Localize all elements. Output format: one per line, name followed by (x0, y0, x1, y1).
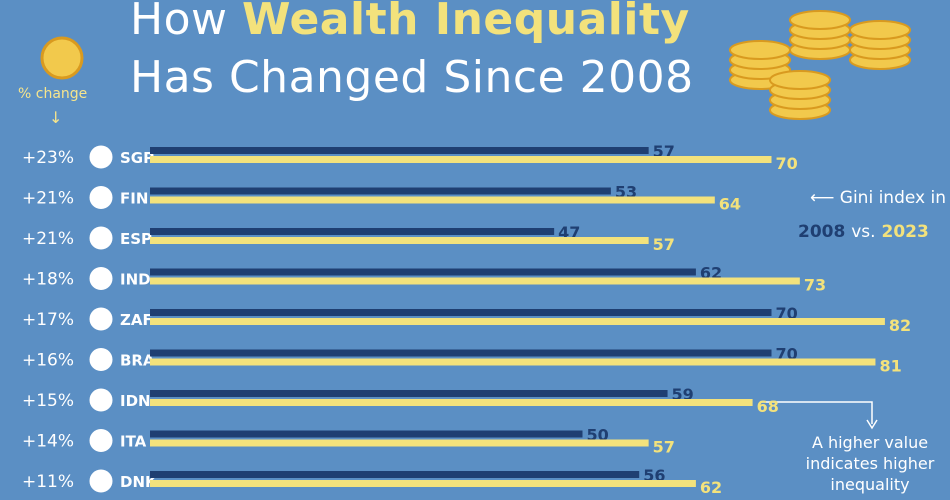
note-annotation: A higher value indicates higher inequali… (790, 432, 950, 495)
flag-icon-ind (89, 267, 113, 290)
pct-change-label: +15% (22, 391, 74, 411)
bar-2008 (150, 471, 640, 478)
value-label-2023: 68 (757, 397, 779, 416)
coin-stack-icon (769, 70, 831, 90)
note-connector (760, 401, 873, 424)
pct-change-label: +11% (22, 472, 74, 492)
pct-change-label: +18% (22, 270, 74, 290)
country-code: DNK (120, 473, 158, 491)
flag-icon-esp (89, 226, 113, 250)
title-highlight: Wealth Inequality (241, 0, 690, 45)
note-line-3: inequality (830, 475, 910, 494)
value-label-2023: 64 (719, 195, 741, 214)
note-arrowhead-icon (866, 419, 878, 430)
flag-icon-zaf (89, 307, 113, 331)
value-label-2023: 62 (700, 478, 722, 497)
down-arrow-icon: ↓ (49, 108, 63, 127)
legend-vs: vs. (851, 222, 876, 242)
coin-stack-icon (849, 20, 911, 40)
flag-icon-dnk (89, 469, 113, 493)
pct-change-label: +16% (22, 351, 74, 371)
bar-2008 (150, 390, 668, 397)
country-code: ZAF (120, 311, 153, 329)
title-line-1: How Wealth Inequality (130, 0, 690, 45)
flag-icon-sgp (89, 145, 113, 169)
value-label-2023: 57 (653, 438, 675, 457)
country-code: ESP (120, 230, 152, 248)
bar-2023 (150, 196, 715, 204)
title-prefix: How (130, 0, 242, 45)
legend-year-2023: 2023 (881, 222, 929, 242)
pct-change-label: +21% (22, 189, 74, 209)
value-label-2023: 70 (776, 154, 798, 173)
bar-2023 (150, 439, 649, 447)
pct-change-label: +14% (22, 432, 74, 452)
legend-year-2008: 2008 (798, 222, 846, 242)
bar-2008 (150, 349, 772, 357)
bar-2008 (150, 268, 696, 276)
flag-icon-fin (89, 186, 113, 209)
legend-text: Gini index in (839, 188, 946, 208)
country-code: BRA (120, 352, 155, 370)
bar-2023 (150, 156, 772, 163)
bar-2008 (150, 309, 772, 316)
pct-change-header: % change (18, 86, 88, 102)
bar-2008 (150, 147, 649, 154)
legend-years: 2008 vs. 2023 (798, 222, 929, 243)
country-code: IDN (120, 392, 151, 410)
value-label-2023: 57 (653, 235, 675, 254)
value-label-2023: 82 (889, 316, 911, 335)
value-label-2023: 73 (804, 276, 826, 295)
bar-2023 (150, 399, 753, 406)
coin-stack-icon (729, 40, 791, 60)
pct-change-label: +23% (22, 148, 74, 168)
coin-icon (40, 36, 84, 80)
pct-change-label: +21% (22, 229, 74, 249)
title-line-2: Has Changed Since 2008 (130, 52, 694, 103)
country-code: SGP (120, 149, 154, 167)
flag-icon-ita (89, 429, 113, 452)
flag-icon-bra (89, 348, 113, 371)
bar-2008 (150, 228, 555, 235)
bar-2023 (150, 358, 876, 366)
bar-2008 (150, 187, 611, 195)
bar-2023 (150, 277, 800, 285)
bar-2023 (150, 237, 649, 244)
country-code: ITA (120, 433, 147, 451)
country-code: FIN (120, 190, 148, 208)
legend-label: ⟵ Gini index in (810, 188, 946, 209)
note-line-2: indicates higher (805, 454, 935, 473)
coin-stack-icon (789, 10, 851, 30)
country-code: IND (120, 271, 151, 289)
value-label-2023: 81 (879, 357, 901, 376)
legend-arrow-icon: ⟵ (810, 188, 840, 208)
bar-2023 (150, 318, 885, 325)
flag-icon-idn (89, 388, 113, 412)
note-line-1: A higher value (811, 433, 929, 452)
bar-2008 (150, 430, 583, 438)
pct-change-label: +17% (22, 310, 74, 330)
bar-2023 (150, 480, 696, 487)
